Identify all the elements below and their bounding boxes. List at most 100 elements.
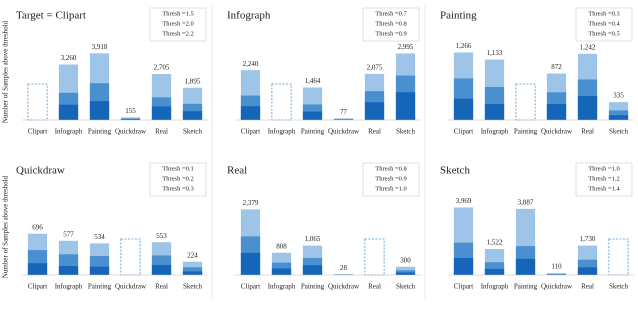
- bar: [89, 266, 110, 275]
- x-tick-label: Sketch: [183, 128, 203, 136]
- bar: [89, 101, 110, 120]
- legend-entry: Thresh =1.2: [588, 175, 619, 182]
- bar: [302, 111, 323, 120]
- legend-entry: Thresh =0.8: [375, 20, 406, 27]
- panel: Target = Clipart Number of Samples above …: [2, 7, 208, 136]
- legend-box: [149, 162, 207, 197]
- legend-entry: Thresh =0.9: [375, 175, 406, 182]
- x-tick-label: Infograph: [55, 283, 83, 291]
- legend-entry: Thresh =0.9: [375, 30, 406, 37]
- value-label: 872: [551, 63, 562, 71]
- x-tick-label: Clipart: [454, 283, 473, 291]
- bar: [58, 104, 79, 120]
- value-label: 77: [340, 108, 348, 116]
- bar: [364, 102, 385, 120]
- x-tick-label: Infograph: [55, 128, 83, 136]
- target-box: [364, 238, 385, 276]
- bar: [577, 267, 598, 275]
- legend-entry: Thresh =0.3: [162, 185, 193, 192]
- legend-entry: Thresh =0.4: [588, 20, 620, 27]
- x-tick-label: Infograph: [268, 128, 296, 136]
- panel-title: Sketch: [440, 165, 470, 177]
- legend-entry: Thresh =1.4: [588, 185, 620, 192]
- value-label: 3,969: [456, 197, 472, 205]
- x-tick-label: Quickdraw: [328, 283, 360, 291]
- bar: [453, 257, 474, 275]
- panel: Painting Thresh =0.3 Thresh =0.4 Thresh =0.…: [440, 7, 634, 136]
- target-box: [608, 238, 629, 276]
- value-label: 3,260: [61, 54, 77, 62]
- value-label: 1,242: [580, 43, 596, 51]
- target-box: [515, 83, 536, 121]
- value-label: 110: [551, 263, 562, 271]
- bar: [577, 96, 598, 120]
- panel: Infograph Thresh =0.7 Thresh =0.8 Thresh =0…: [227, 7, 421, 136]
- bar: [27, 263, 48, 275]
- panel-title: Infograph: [227, 10, 271, 22]
- bar: [515, 258, 536, 275]
- bar: [546, 274, 567, 275]
- x-tick-label: Painting: [514, 283, 538, 291]
- target-box: [120, 238, 141, 276]
- x-tick-label: Infograph: [268, 283, 296, 291]
- bar: [302, 265, 323, 275]
- value-label: 224: [187, 251, 198, 259]
- legend-entry: Thresh =2.0: [162, 20, 193, 27]
- x-tick-label: Clipart: [241, 128, 260, 136]
- x-tick-label: Painting: [88, 128, 112, 136]
- legend-entry: Thresh =0.8: [375, 165, 406, 172]
- panel: Quickdraw Number of Samples above thresho…: [2, 162, 208, 291]
- x-tick-label: Quickdraw: [541, 283, 573, 291]
- bar: [546, 104, 567, 120]
- panel-title: Painting: [440, 10, 477, 22]
- x-tick-label: Real: [155, 283, 168, 291]
- value-label: 1,464: [305, 77, 321, 85]
- value-label: 553: [156, 232, 167, 240]
- value-label: 2,379: [243, 199, 259, 207]
- x-tick-label: Sketch: [396, 283, 416, 291]
- legend-entry: Thresh =1.0: [588, 165, 619, 172]
- x-tick-label: Painting: [514, 128, 538, 136]
- x-tick-label: Painting: [301, 128, 325, 136]
- legend-entry: Thresh =2.2: [162, 30, 193, 37]
- value-label: 335: [613, 92, 624, 100]
- panel: Sketch Thresh =1.0 Thresh =1.2 Thresh =1.4 C…: [440, 162, 634, 291]
- y-axis-label: Number of Samples above threshold: [2, 20, 10, 123]
- x-tick-label: Real: [581, 283, 594, 291]
- x-tick-label: Clipart: [28, 283, 47, 291]
- x-tick-label: Quickdraw: [115, 283, 147, 291]
- divider: [211, 4, 426, 300]
- value-label: 1,730: [580, 235, 596, 243]
- bar: [484, 269, 505, 275]
- bar: [58, 266, 79, 275]
- bar: [240, 252, 261, 275]
- bar: [151, 264, 172, 275]
- legend-box: [575, 7, 633, 42]
- value-label: 1,266: [456, 42, 472, 50]
- legend-box: [149, 7, 207, 42]
- value-label: 2,240: [243, 60, 259, 68]
- x-tick-label: Real: [581, 128, 594, 136]
- value-label: 155: [125, 107, 136, 115]
- x-tick-label: Clipart: [28, 128, 47, 136]
- legend-entry: Thresh =0.3: [588, 10, 619, 17]
- bar: [395, 92, 416, 120]
- bar: [182, 111, 203, 120]
- bar: [395, 272, 416, 275]
- legend-entry: Thresh =1.0: [375, 185, 406, 192]
- value-label: 28: [340, 264, 348, 272]
- value-label: 300: [400, 256, 411, 264]
- x-tick-label: Quickdraw: [115, 128, 147, 136]
- value-label: 808: [276, 242, 287, 250]
- bar: [182, 271, 203, 275]
- target-box: [271, 83, 292, 121]
- value-label: 534: [94, 233, 105, 241]
- value-label: 2,075: [367, 63, 383, 71]
- panel-title: Real: [227, 165, 247, 177]
- value-label: 577: [63, 230, 74, 238]
- x-tick-label: Clipart: [454, 128, 473, 136]
- x-tick-label: Painting: [88, 283, 112, 291]
- legend-entry: Thresh =0.2: [162, 175, 193, 182]
